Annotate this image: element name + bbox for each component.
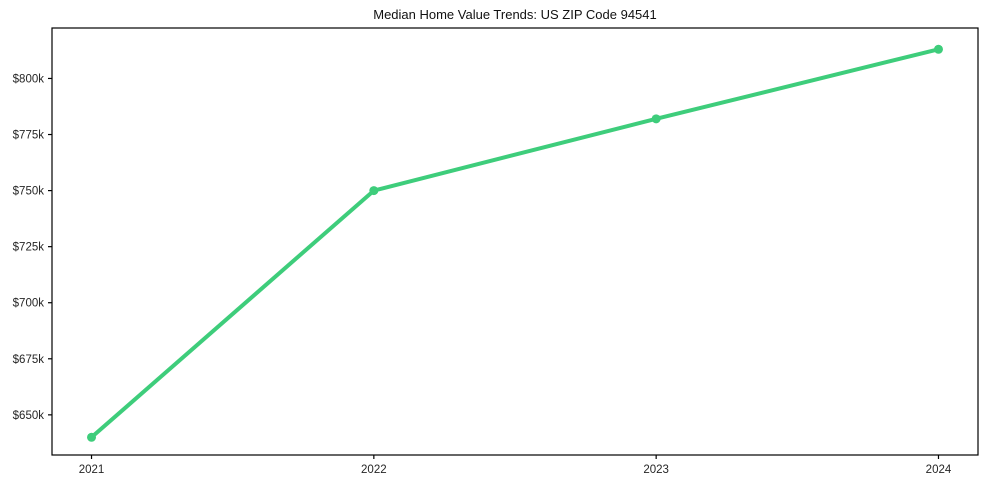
chart-title: Median Home Value Trends: US ZIP Code 94… (373, 7, 657, 22)
x-axis-tick-label: 2023 (643, 464, 669, 476)
data-point-marker (87, 432, 97, 442)
y-axis-tick-label: $725k (13, 242, 45, 254)
x-axis-tick-label: 2021 (79, 464, 105, 476)
plot-border (51, 27, 979, 456)
data-point-marker (651, 114, 661, 124)
y-axis-tick-label: $675k (13, 354, 45, 366)
y-axis-tick-label: $800k (13, 73, 45, 85)
data-point-marker (933, 44, 943, 54)
y-axis-tick-label: $750k (13, 186, 45, 198)
trend-line (89, 47, 941, 440)
y-axis-tick-label: $775k (13, 130, 45, 142)
x-axis-tick-label: 2022 (361, 464, 387, 476)
y-axis-tick-label: $650k (13, 410, 45, 422)
y-axis-tick-label: $700k (13, 298, 45, 310)
data-point-marker (369, 186, 379, 196)
x-axis-tick-label: 2024 (926, 464, 952, 476)
